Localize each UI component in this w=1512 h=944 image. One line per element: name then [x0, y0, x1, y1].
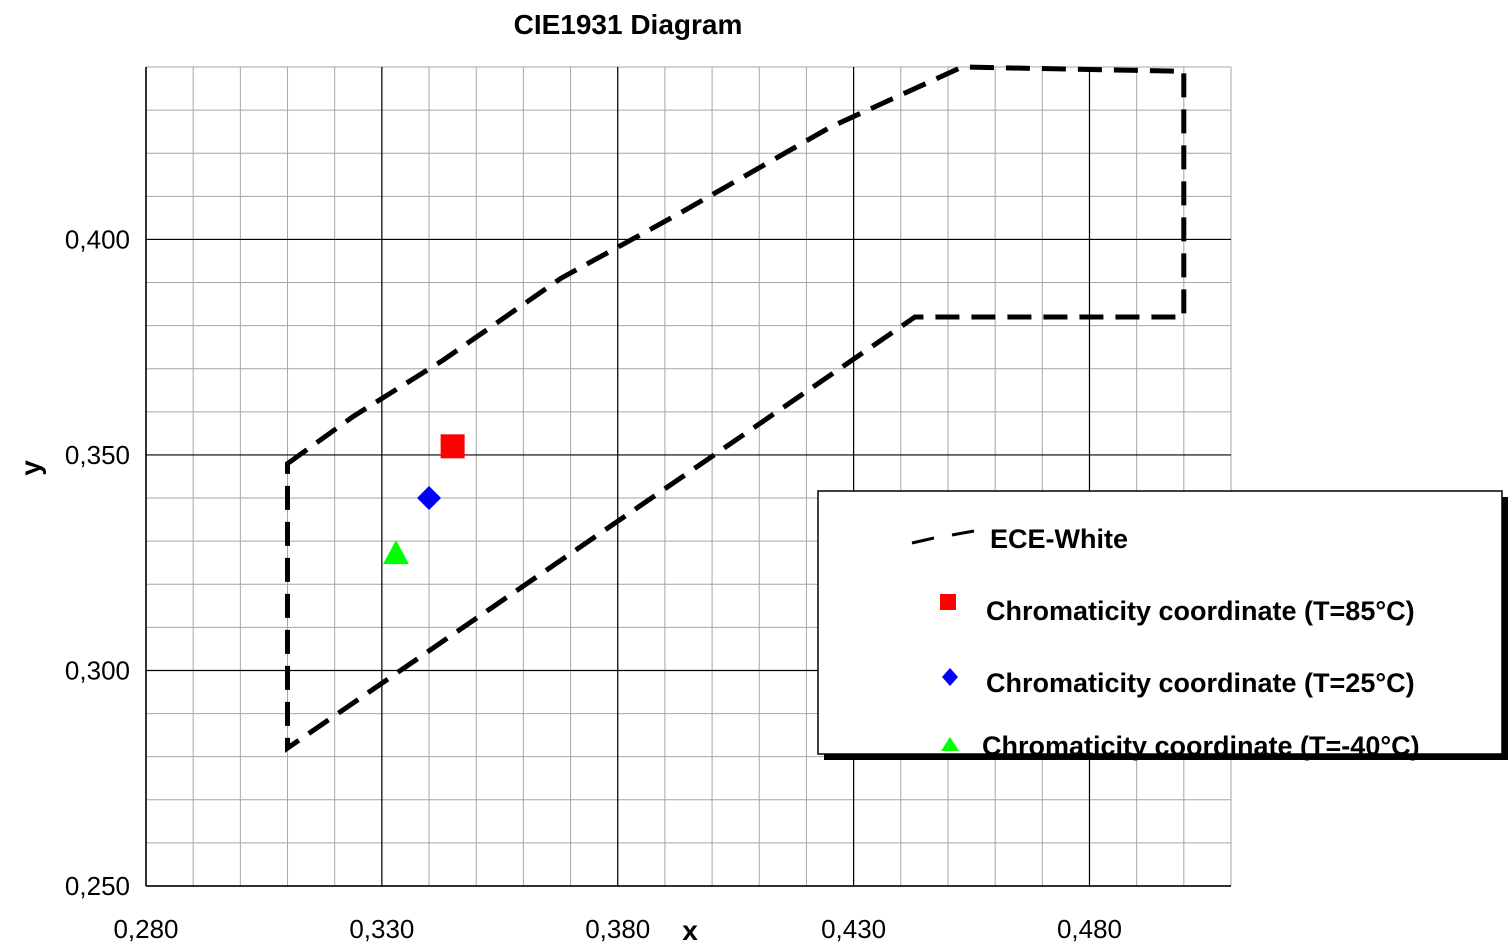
legend-swatch-ece-white — [911, 529, 975, 545]
legend-swatch-85c — [940, 594, 956, 610]
x-tick-label: 0,380 — [585, 914, 650, 944]
x-axis-label: x — [682, 915, 698, 944]
y-tick-label: 0,400 — [65, 224, 130, 254]
legend-box — [817, 490, 1503, 755]
y-tick-label: 0,250 — [65, 871, 130, 901]
x-tick-label: 0,430 — [821, 914, 886, 944]
chart-title: CIE1931 Diagram — [514, 9, 743, 40]
legend-label-minus40c: Chromaticity coordinate (T=-40°C) — [982, 731, 1420, 761]
grid — [145, 66, 1232, 887]
series-layer — [285, 64, 1187, 753]
legend-label-ece-white: ECE-White — [990, 524, 1128, 554]
legend-label-85c: Chromaticity coordinate (T=85°C) — [986, 596, 1415, 626]
y-axis-label: y — [15, 460, 46, 476]
legend: ECE-White Chromaticity coordinate (T=85°… — [817, 490, 1508, 761]
point-minus40c-marker — [383, 540, 410, 565]
point-25c-marker — [417, 486, 442, 511]
legend-label-25c: Chromaticity coordinate (T=25°C) — [986, 668, 1415, 698]
x-tick-label: 0,330 — [349, 914, 414, 944]
legend-swatch-minus40c — [941, 737, 959, 751]
x-tick-label: 0,480 — [1057, 914, 1122, 944]
x-tick-label: 0,280 — [113, 914, 178, 944]
x-axis-ticks: 0,280 0,330 0,380 0,430 0,480 — [113, 914, 1122, 944]
legend-swatch-25c — [942, 668, 958, 686]
point-85c-marker — [440, 434, 465, 459]
y-axis-ticks: 0,250 0,300 0,350 0,400 — [65, 224, 130, 901]
y-tick-label: 0,350 — [65, 440, 130, 470]
y-tick-label: 0,300 — [65, 655, 130, 685]
